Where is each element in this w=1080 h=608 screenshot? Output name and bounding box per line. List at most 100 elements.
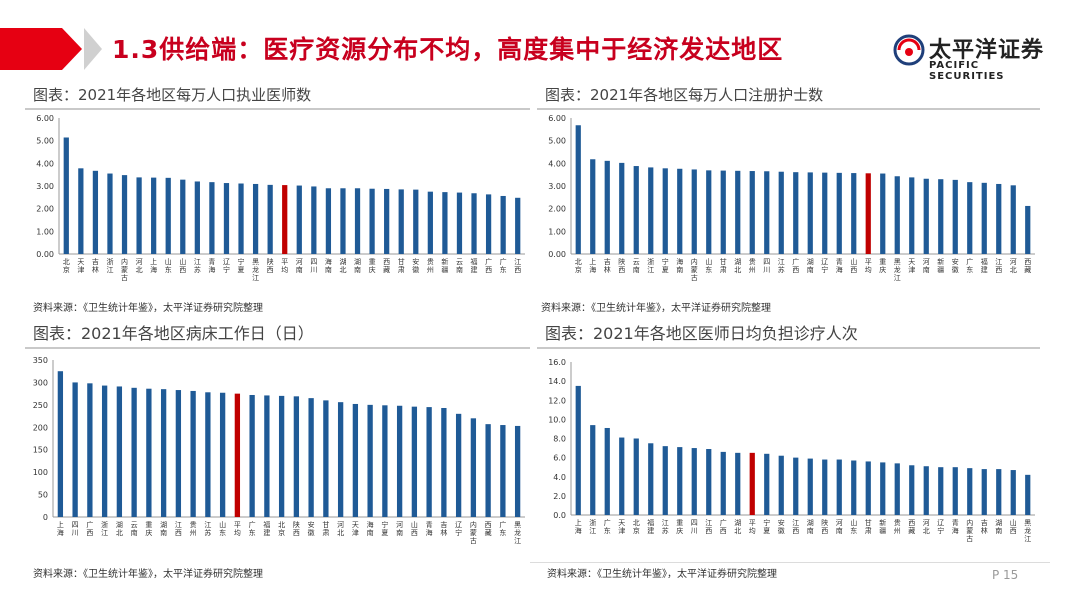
x-tick-label: 重庆 xyxy=(676,519,683,535)
bar xyxy=(604,427,610,515)
x-tick-label: 山东 xyxy=(219,520,226,537)
x-tick-label: 山东 xyxy=(165,257,172,274)
x-tick-label: 甘肃 xyxy=(322,520,329,537)
x-tick-label: 浙江 xyxy=(101,520,108,537)
x-tick-label: 浙江 xyxy=(589,518,596,535)
bar xyxy=(735,452,741,515)
x-tick-label: 青海 xyxy=(836,257,843,274)
bar xyxy=(952,179,958,254)
bar xyxy=(822,172,828,254)
x-tick-label: 江苏 xyxy=(194,258,201,274)
x-tick-label: 福建 xyxy=(263,520,270,537)
x-tick-label: 西藏 xyxy=(485,521,492,537)
bar xyxy=(485,424,491,517)
bar xyxy=(1010,470,1016,515)
bar xyxy=(323,400,329,517)
y-tick-label: 4.0 xyxy=(553,473,566,482)
bar xyxy=(851,173,857,254)
bar xyxy=(706,170,712,254)
x-tick-label: 上海 xyxy=(57,520,64,537)
bar xyxy=(1025,474,1031,515)
bar xyxy=(619,437,625,515)
y-tick-label: 300 xyxy=(33,378,48,387)
y-tick-label: 1.00 xyxy=(36,227,54,236)
x-tick-label: 江苏 xyxy=(204,521,211,537)
bar xyxy=(160,389,167,517)
y-tick-label: 50 xyxy=(38,491,48,500)
y-tick-label: 4.00 xyxy=(548,159,566,168)
x-tick-label: 青海 xyxy=(952,518,959,535)
footer-divider xyxy=(530,562,1050,563)
x-tick-label: 湖北 xyxy=(116,520,123,537)
bar xyxy=(223,183,230,254)
y-tick-label: 0.00 xyxy=(548,250,566,259)
bar xyxy=(500,425,506,517)
x-tick-label: 新疆 xyxy=(937,257,944,274)
bar xyxy=(427,191,433,254)
bar xyxy=(72,382,78,517)
y-tick-label: 14.0 xyxy=(548,377,566,386)
x-tick-label: 上海 xyxy=(589,257,596,274)
x-tick-label: 内蒙古 xyxy=(691,257,698,282)
x-tick-label: 平均 xyxy=(865,258,872,274)
y-tick-label: 6.0 xyxy=(553,454,566,463)
chart-title: 图表：2021年各地区病床工作日（日） xyxy=(33,324,314,343)
bar xyxy=(219,392,226,517)
y-tick-label: 3.00 xyxy=(548,182,566,191)
bar xyxy=(382,405,388,517)
bar xyxy=(470,418,477,517)
bar xyxy=(426,407,432,517)
x-tick-label: 江西 xyxy=(705,519,712,535)
x-tick-label: 西藏 xyxy=(383,258,390,274)
x-tick-label: 北京 xyxy=(278,521,285,537)
x-tick-label: 河南 xyxy=(836,519,843,535)
x-tick-label: 重庆 xyxy=(369,258,376,274)
bar xyxy=(590,159,596,254)
bar xyxy=(865,173,871,254)
y-tick-label: 10.0 xyxy=(548,415,566,424)
x-tick-label: 山西 xyxy=(411,520,418,537)
panel-divider xyxy=(537,347,1040,349)
bar xyxy=(720,170,726,254)
y-tick-label: 0.00 xyxy=(36,250,54,259)
x-tick-label: 吉林 xyxy=(92,258,99,274)
bar xyxy=(238,183,244,254)
x-tick-label: 广西 xyxy=(792,257,799,274)
x-tick-label: 河北 xyxy=(923,519,930,535)
x-tick-label: 宁夏 xyxy=(662,257,669,274)
bar xyxy=(735,170,741,254)
x-tick-label: 内蒙古 xyxy=(966,518,973,543)
x-tick-label: 贵州 xyxy=(190,520,197,537)
x-tick-label: 安徽 xyxy=(308,520,315,537)
x-tick-label: 北京 xyxy=(575,258,582,274)
slide-title: 1.3供给端：医疗资源分布不均，高度集中于经济发达地区 xyxy=(112,35,784,64)
bar xyxy=(396,405,403,517)
bar xyxy=(205,392,211,517)
x-tick-label: 河南 xyxy=(396,521,403,537)
x-tick-label: 广西 xyxy=(720,518,727,535)
x-tick-label: 上海 xyxy=(150,257,157,274)
y-tick-label: 0.0 xyxy=(553,511,566,520)
bar xyxy=(264,395,270,517)
bar xyxy=(996,183,1002,254)
x-tick-label: 西藏 xyxy=(908,519,915,535)
x-tick-label: 湖北 xyxy=(734,518,741,535)
bar xyxy=(822,459,828,515)
x-tick-label: 天津 xyxy=(908,258,915,274)
x-tick-label: 云南 xyxy=(456,258,463,274)
x-tick-label: 新疆 xyxy=(441,257,448,274)
x-tick-label: 西藏 xyxy=(1024,258,1031,274)
bar xyxy=(63,137,69,254)
x-tick-label: 河南 xyxy=(296,258,303,274)
source-note: 资料来源：《卫生统计年鉴》，太平洋证券研究院整理 xyxy=(541,303,771,314)
x-tick-label: 重庆 xyxy=(879,258,886,274)
bar xyxy=(337,402,344,517)
x-tick-label: 广西 xyxy=(485,257,492,274)
x-tick-label: 重庆 xyxy=(145,521,152,537)
bar xyxy=(894,176,900,254)
x-tick-label: 北京 xyxy=(63,258,70,274)
x-tick-label: 陕西 xyxy=(821,518,828,535)
bar xyxy=(252,183,259,254)
bar xyxy=(851,460,857,515)
x-tick-label: 四川 xyxy=(310,258,317,274)
